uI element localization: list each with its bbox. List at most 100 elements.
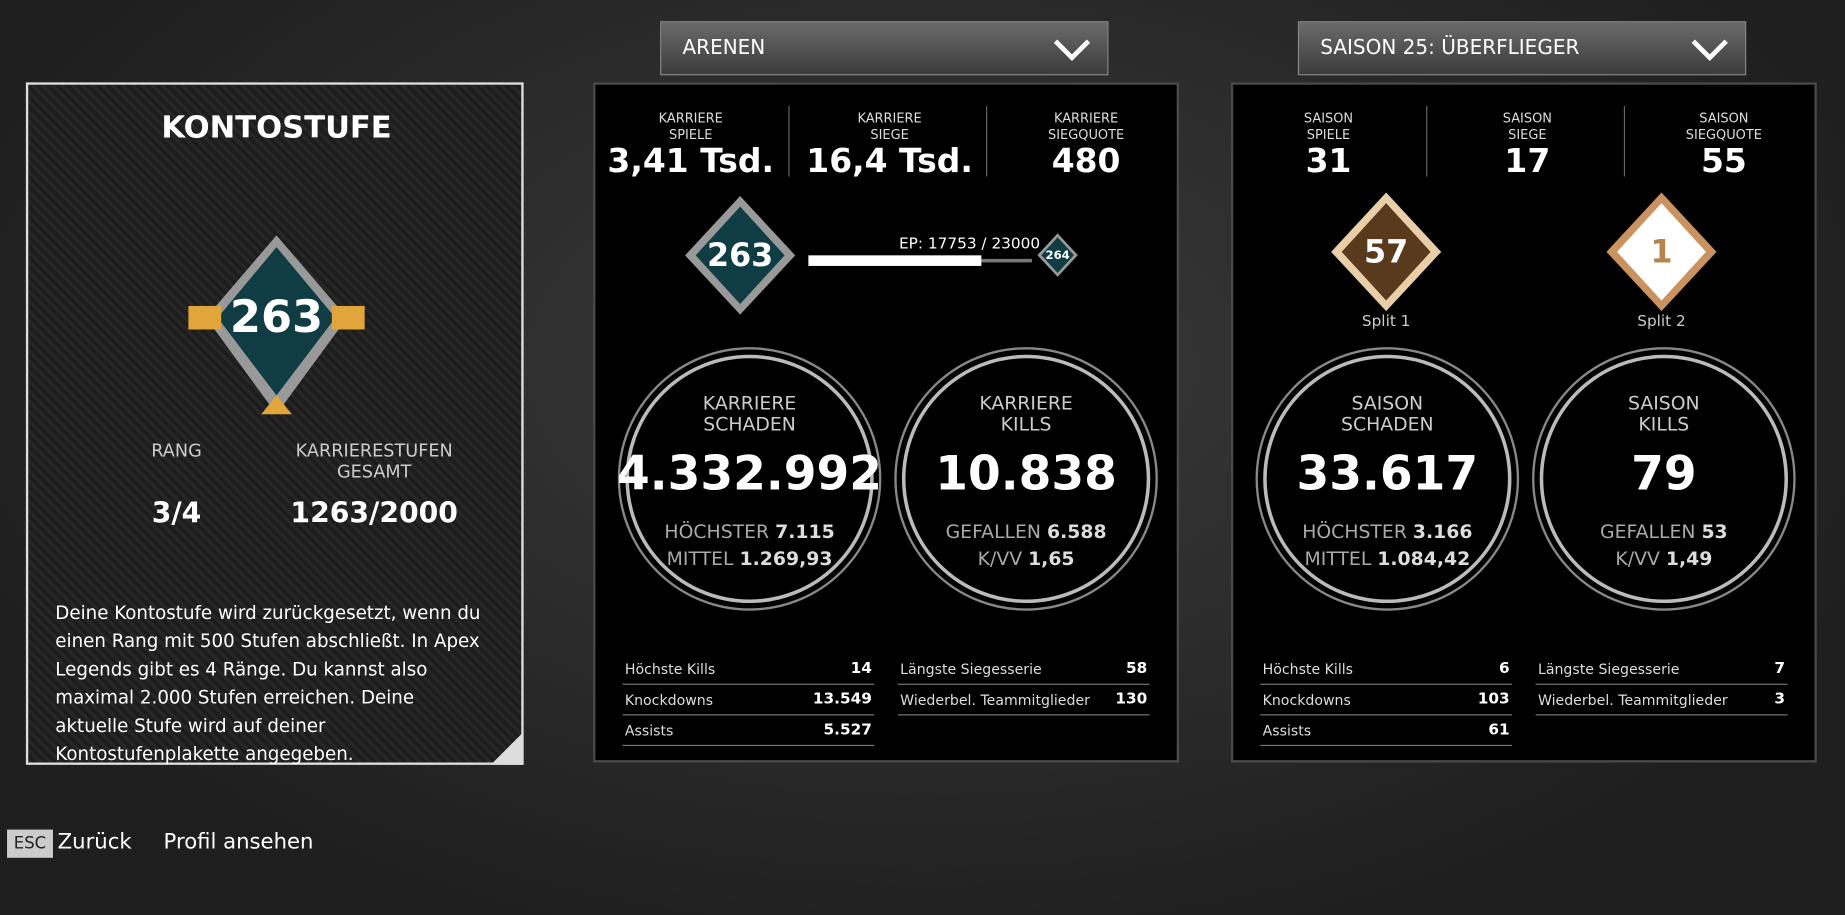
chevron [1053,39,1091,61]
ring-line-value: 1,49 [1665,547,1713,570]
ring-line-value: 1.269,93 [739,547,833,570]
ring-line-value: 1,65 [1028,547,1075,570]
back[interactable]: Zurück [57,829,132,855]
total-label: KARRIERESTUFEN GESAMT [295,440,453,483]
rank-label: RANG [151,440,202,462]
ring-value: 79 [1631,447,1697,502]
row-label: Assists [624,722,674,739]
ring-line: GEFALLEN 53 [1600,520,1728,542]
divider [986,105,988,177]
ring-line-value: 53 [1701,520,1728,543]
row-value: 7 [1774,660,1786,678]
stat-value: 55 [1700,141,1747,181]
stat-label: KARRIERE SIEGE [857,110,922,143]
ring-title: KARRIERE SCHADEN [702,391,797,436]
stat-ring [617,347,882,611]
ring-line-label: K/VV [977,547,1023,570]
ring-inner [1539,354,1788,604]
stat-value: 3,41 Tsd. [607,141,775,181]
table-row: Längste Siegesserie 58 [897,655,1150,685]
ring-line-label: MITTEL [1304,547,1372,570]
stat-label: KARRIERE SIEGQUOTE [1048,110,1125,143]
esc-key[interactable]: ESC [7,829,53,858]
badge-shape: 264 [1037,233,1079,278]
divider [788,105,790,177]
dropdown[interactable]: SAISON 25: ÜBERFLIEGER [1297,21,1747,76]
table-row: Knockdowns 103 [1260,686,1513,716]
account-panel: KONTOSTUFE 263 RANG KARRIERESTUFEN GESAM… [25,82,524,765]
badge: 57 [1331,192,1442,312]
ring-line-label: K/VV [1615,547,1660,570]
corner [490,731,524,765]
level-badge: 263 [188,235,365,415]
divider [1426,105,1428,177]
chevron-line [1691,39,1728,61]
row-label: Längste Siegesserie [1537,661,1680,678]
ring-outer [1255,347,1520,611]
badge-level: 264 [1046,248,1070,262]
row-value: 6 [1499,660,1510,678]
ring-line: HÖCHSTER 3.166 [1302,520,1472,542]
ring-line-label: HÖCHSTER [664,520,770,543]
ring-line-label: GEFALLEN [1600,520,1696,543]
ring-line-value: 1.084,42 [1377,547,1471,570]
career-panel: KARRIERE SPIELE 3,41 Tsd. KARRIERE SIEGE 16… [593,82,1180,763]
ring-line-label: GEFALLEN [945,520,1042,543]
row-label: Assists [1262,722,1312,739]
table-row: Höchste Kills 14 [622,655,875,685]
ring-inner [625,354,874,604]
ring-outer [617,347,882,611]
stat-value: 16,4 Tsd. [806,141,973,181]
stat-ring [1532,347,1796,611]
description: Deine Kontostufe wird zurückgesetzt, wen… [55,602,481,765]
row-value: 130 [1115,690,1148,709]
split-label: Split 1 [1361,313,1411,331]
badge-level: 263 [707,238,773,274]
badge-shape: 1 [1606,192,1717,312]
xp-fill [808,255,982,266]
table-row: Höchste Kills 6 [1260,655,1513,685]
badge: 263 [685,196,796,315]
view-profile[interactable]: Profil ansehen [163,829,314,855]
row-label: Wiederbel. Teammitglieder [1537,691,1728,709]
total-value: 1263/2000 [290,496,458,530]
ring-title: KARRIERE KILLS [979,391,1073,436]
table-row: Wiederbel. Teammitglieder 130 [897,686,1150,716]
stat-label: SAISON SPIELE [1303,110,1354,143]
ring-line-value: 6.588 [1047,520,1107,543]
dropdown[interactable]: ARENEN [660,21,1109,76]
ring-line-value: 7.115 [775,520,835,543]
title: KONTOSTUFE [161,110,392,146]
ring-inner [901,354,1151,604]
ring-outer [894,347,1158,611]
chevron [1691,39,1728,61]
stat-label: KARRIERE SPIELE [658,110,723,143]
row-value: 5.527 [823,721,872,739]
badge-shape: 263 [685,196,796,315]
stat-value: 31 [1305,141,1352,181]
stat-value: 480 [1051,141,1121,181]
row-label: Höchste Kills [1262,661,1354,678]
ring-value: 33.617 [1296,447,1479,502]
badge-inner [1617,203,1706,301]
ring-value: 4.332.992 [617,447,883,502]
season-panel: SAISON SPIELE 31 SAISON SIEGE 17 SAISON SIEG… [1230,82,1817,763]
table-row: Assists 5.527 [622,717,875,747]
ring-line: MITTEL 1.269,93 [667,547,833,569]
badge-level: 57 [1364,234,1408,270]
ring-value: 10.838 [935,447,1117,502]
ring-line-value: 3.166 [1412,520,1473,543]
row-value: 14 [850,660,872,678]
row-value: 3 [1774,690,1786,709]
xp-text: EP: 17753 / 23000 [898,235,1041,253]
table-row: Längste Siegesserie 7 [1535,655,1788,685]
stat-value: 17 [1504,141,1551,181]
row-value: 58 [1125,660,1148,678]
ring-line: K/VV 1,65 [978,547,1075,569]
ring-title: SAISON SCHADEN [1341,391,1434,436]
ring-line: K/VV 1,49 [1615,547,1712,569]
rank-value: 3/4 [151,496,202,530]
row-label: Wiederbel. Teammitglieder [900,691,1090,709]
